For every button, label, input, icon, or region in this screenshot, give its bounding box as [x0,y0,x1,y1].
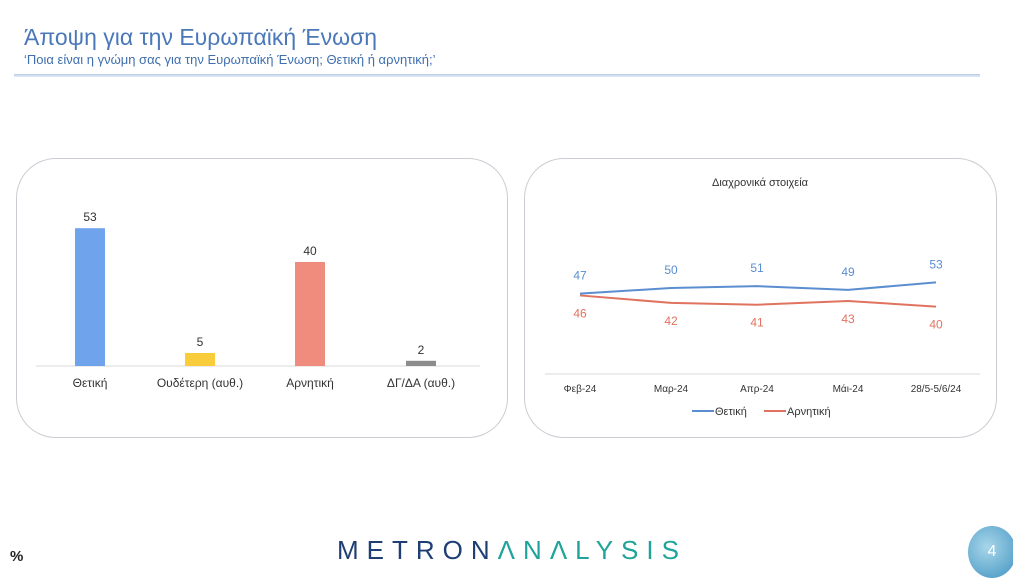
data-label: 5 [197,335,204,349]
tick-label: Αρνητική [286,376,334,390]
data-label: 53 [929,257,943,271]
tick-label: ΔΓ/ΔΑ (αυθ.) [387,376,455,390]
tick-label: Φεβ-24 [564,384,597,395]
bar [185,353,215,366]
data-label: 50 [664,263,678,277]
data-label: 2 [418,343,425,357]
bar [295,262,325,366]
data-label: 40 [303,244,317,258]
tick-label: 28/5-5/6/24 [911,384,962,395]
data-label: 41 [750,316,764,330]
metron-analysis-logo: METRONΛNΛLYSIS [337,535,687,565]
unit-label: % [10,548,24,565]
bar [406,360,436,366]
series-line [579,294,937,308]
page-title: Άποψη για την Ευρωπαϊκή Ένωση [24,24,378,50]
data-label: 43 [841,312,855,326]
legend-label: Θετική [715,406,747,418]
tick-label: Μαρ-24 [654,384,689,395]
tick-label: Θετική [73,376,108,390]
tick-label: Απρ-24 [740,384,774,395]
data-label: 47 [573,269,587,283]
data-label: 53 [83,210,97,224]
bar [75,228,105,366]
data-label: 46 [573,306,587,320]
page-subtitle: ‘Ποια είναι η γνώμη σας για την Ευρωπαϊκ… [24,52,436,67]
series-line [579,281,937,295]
divider [14,74,980,77]
tick-label: Ουδέτερη (αυθ.) [157,376,243,390]
data-label: 49 [841,265,855,279]
legend-label: Αρνητική [787,406,831,418]
tick-label: Μάι-24 [833,383,864,395]
data-label: 42 [664,314,678,328]
chart-title: Διαχρονικά στοιχεία [712,177,809,189]
data-label: 51 [750,261,764,275]
page-number: 4 [968,526,1013,578]
data-label: 40 [929,318,943,332]
